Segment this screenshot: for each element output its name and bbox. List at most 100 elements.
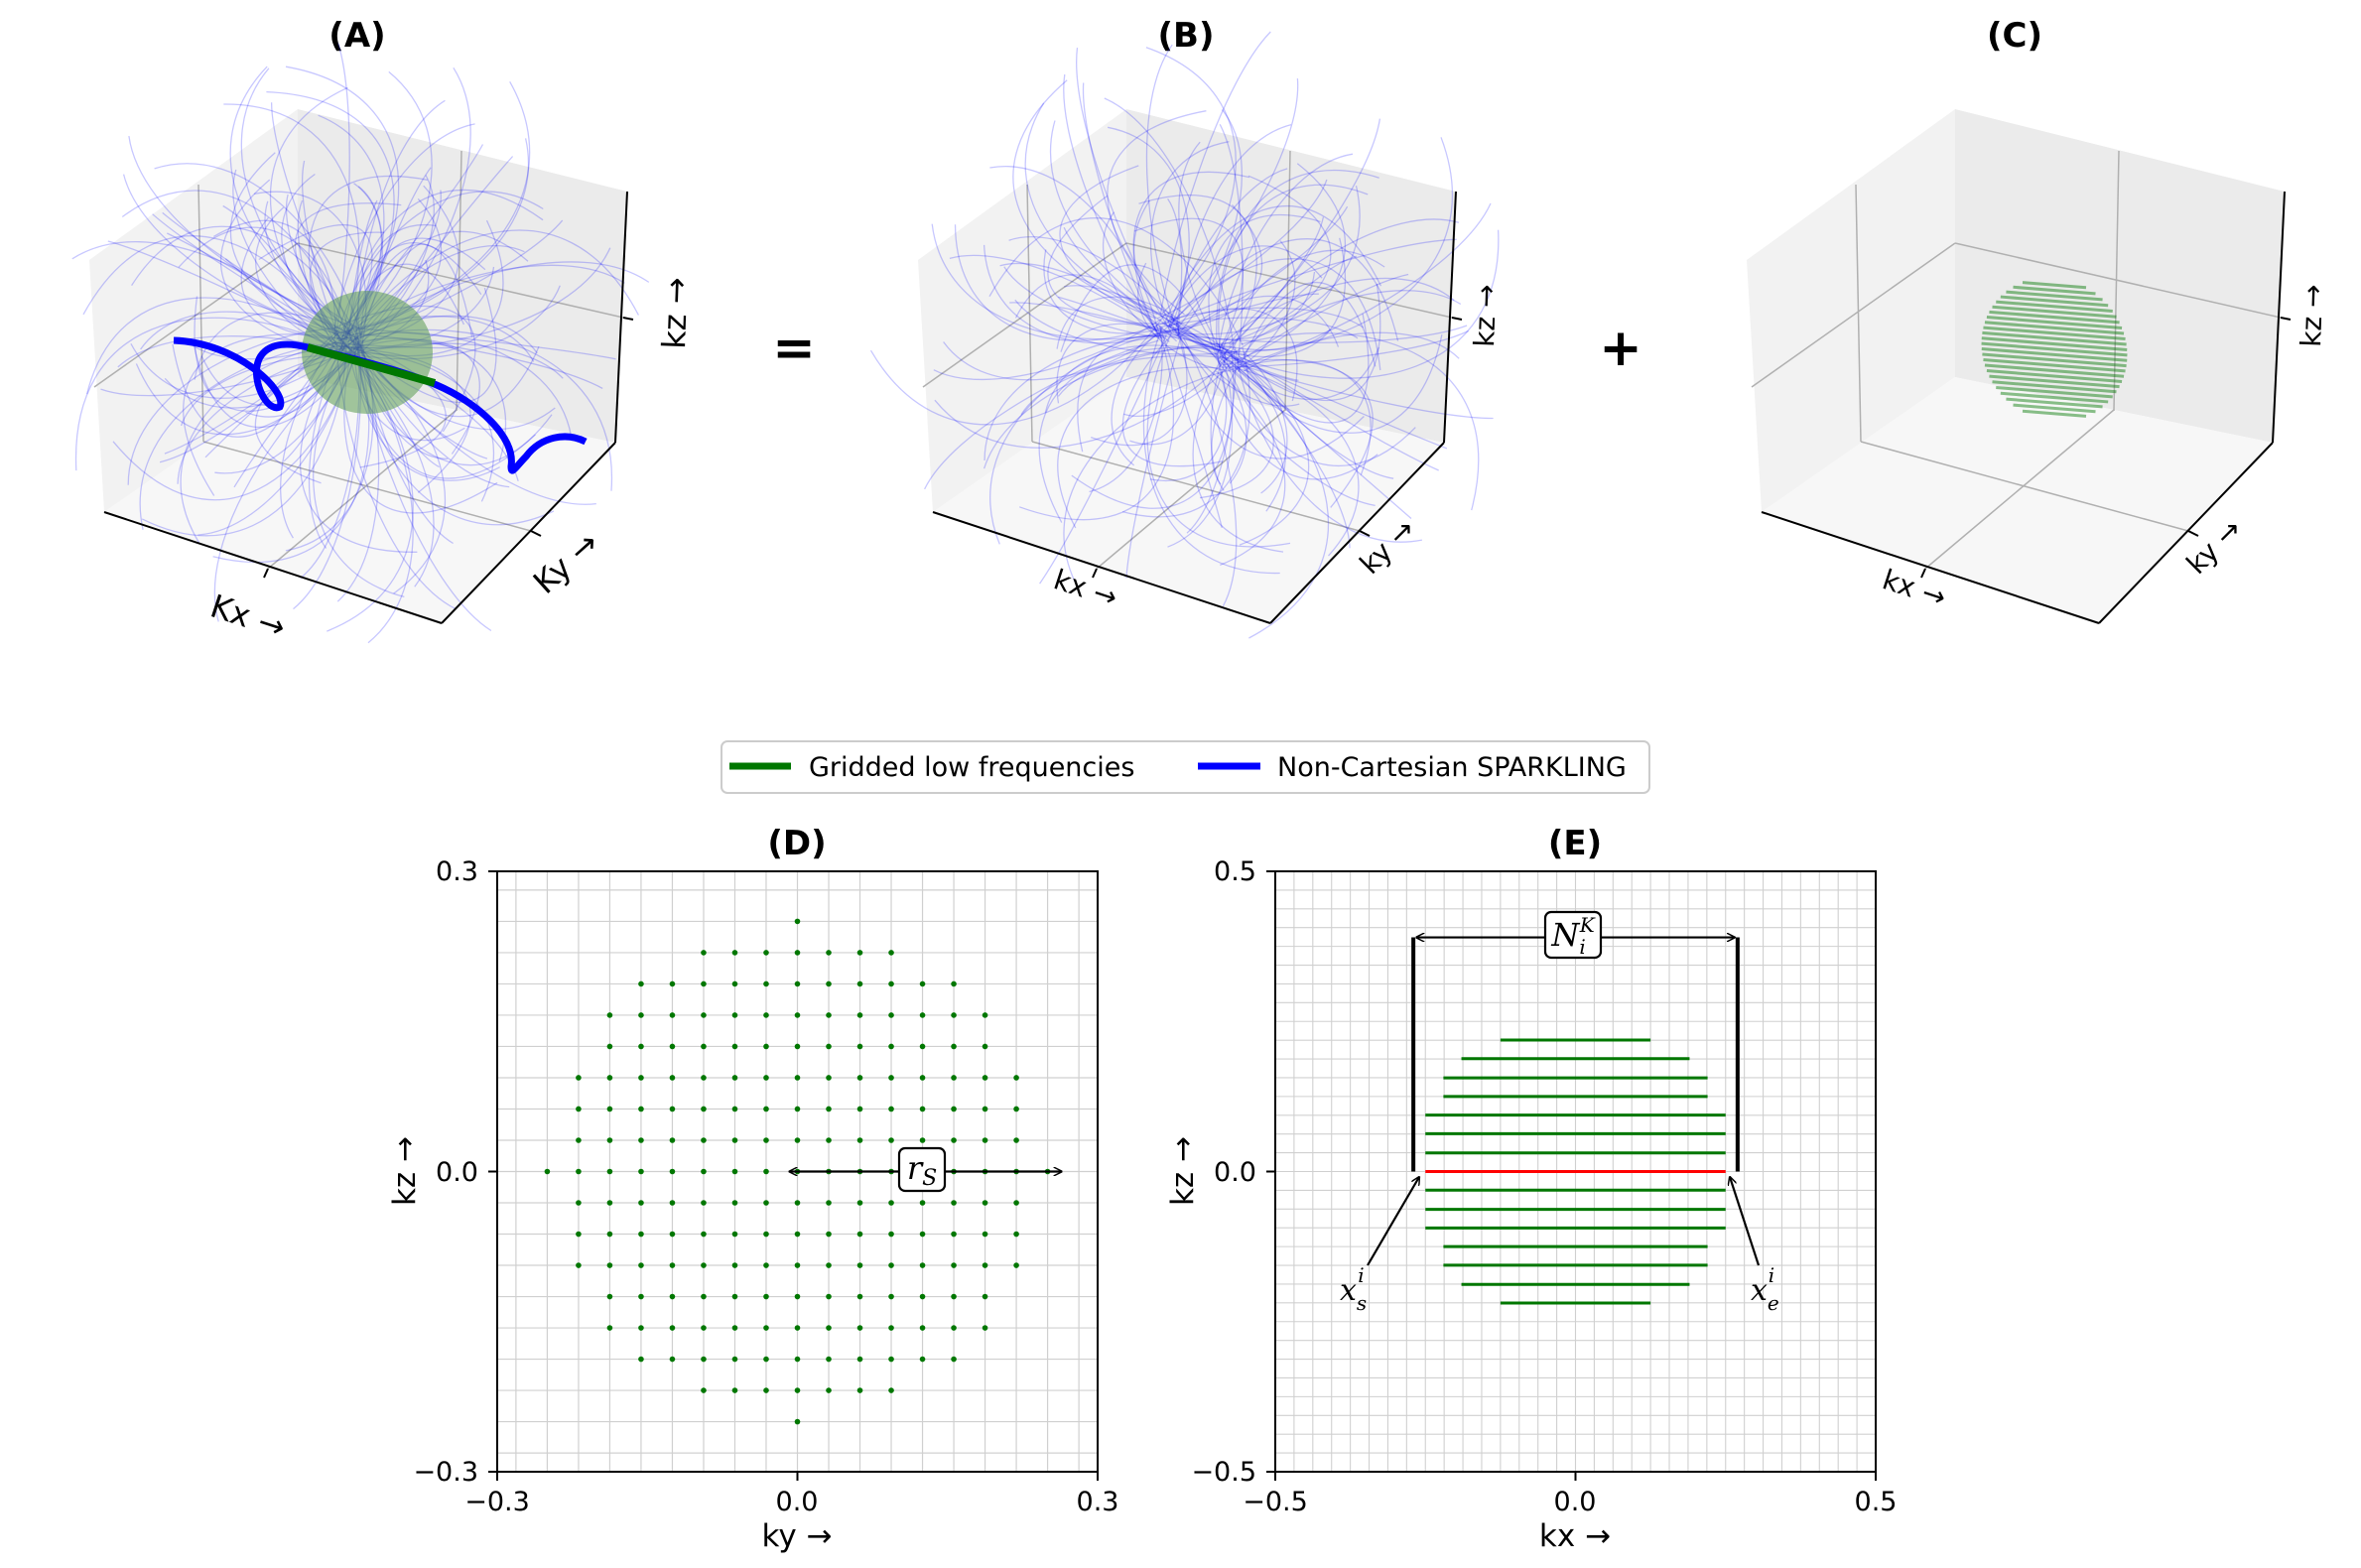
trajectory-curve [180,343,333,545]
panel-d-point [701,1262,707,1268]
trajectory-curve [1145,44,1176,325]
trajectory-curve [1181,205,1349,333]
trajectory-curve [1138,195,1257,352]
trajectory-curve [1167,168,1288,329]
panel-d-point [701,980,707,987]
panel-d-point [826,1075,832,1081]
panel-d-point [982,1231,988,1238]
trajectory-curve [1063,370,1227,583]
panel-d-point [856,1137,863,1143]
trajectory-curve [1056,323,1179,404]
panel-d-point [951,1137,957,1143]
trajectory-curve [1063,73,1165,342]
trajectory-curve [1177,123,1292,340]
panel-d-point [794,950,801,956]
panel-e-xtick-right: 0.5 [1855,1487,1898,1517]
panel-c-title: (C) [1987,16,2042,56]
trajectory-curve [1170,318,1286,512]
trajectory-curve [1158,325,1223,528]
legend: Gridded low frequencies Non-Cartesian SP… [721,740,1650,794]
panel-c-axis-lines [1761,191,2292,624]
panel-d-point [701,1356,707,1363]
panel-c-sphere-line [1996,386,2113,399]
trajectory-curve [127,327,342,485]
panel-d-point [1013,1231,1019,1238]
panel-d-point [701,1137,707,1143]
panel-d-rs-annotation: rS [790,1146,1062,1193]
panel-d-point [982,1043,988,1050]
panel-d-point [826,1200,832,1206]
trajectory-curve [1172,307,1365,328]
panel-d-point [919,980,926,987]
panel-d-point [919,1356,926,1363]
panel-d-point [669,1325,676,1331]
panel-d-point [669,1075,676,1081]
panel-d-point [794,980,801,987]
panel-d-point [701,1231,707,1238]
panel-d-point [731,1043,738,1050]
panel-d-point [856,1356,863,1363]
panel-d-point [951,1106,957,1112]
panel-d-point [888,1293,894,1300]
trajectory-curve [1039,334,1167,585]
panel-c-sphere-line [2022,281,2087,290]
panel-d-point [544,1168,551,1175]
trajectory-curve [1063,285,1232,373]
trajectory-curve [1163,238,1457,326]
panel-c-sphere-line [2006,397,2103,409]
panel-d-point [856,950,863,956]
panel-d-point [982,1137,988,1143]
panel-d-point [856,1200,863,1206]
trajectory-curve [1171,327,1331,351]
trajectory-curve [1014,299,1242,355]
trajectory-curve [1089,327,1163,493]
panel-d-point [731,1075,738,1081]
panel-c-sphere-line [1986,316,2123,329]
panel-a-axis-lines [103,191,634,624]
panel-d-point [606,1262,613,1268]
trajectory-curve [1234,346,1423,543]
panel-a-kz-label: kz → [655,277,696,350]
panel-d-point [731,1356,738,1363]
panel-d-ylabel: kz → [387,1136,423,1206]
trajectory-curve [1221,344,1416,467]
panel-d-point [701,1293,707,1300]
trajectory-curve [1057,345,1234,397]
trajectory-curve [1082,82,1160,339]
panel-d-point [919,1137,926,1143]
panel-c-sphere-line [1989,374,2120,389]
panel-d-point [826,950,832,956]
panel-b-trajectories [869,31,1500,639]
panel-d-point [606,1106,613,1112]
panel-d-point [794,1231,801,1238]
trajectory-curve [229,65,359,329]
panel-d-point [731,1387,738,1393]
trajectory-curve [285,65,400,333]
panel-d-point [638,1231,644,1238]
panel-e-xlabel: kx → [1539,1518,1611,1554]
panel-d-point [826,1043,832,1050]
trajectory-curve [1211,363,1242,485]
trajectory-curve [1077,334,1243,453]
panel-d-point [638,1168,644,1175]
trajectory-curve [934,354,1231,449]
panel-d-point [826,1262,832,1268]
panel-d-ytick-bottom: −0.3 [413,1457,478,1488]
trajectory-curve [1179,295,1340,347]
panel-d-point [794,1137,801,1143]
panel-d-point [856,1325,863,1331]
panel-d-point [826,1356,832,1363]
panel-d-xtick-right: 0.3 [1077,1487,1119,1517]
trajectory-curve [1218,118,1381,360]
trajectory-curve [1156,317,1359,339]
panel-d-point [763,1293,769,1300]
trajectory-curve [1234,313,1370,424]
panel-d-point [731,1168,738,1175]
trajectory-curve [999,262,1178,342]
trajectory-curve [1107,110,1207,316]
trajectory-curve [1142,327,1280,575]
trajectory-curve [1220,351,1412,519]
panel-e-title: (E) [1548,824,1602,863]
trajectory-curve [1038,346,1224,523]
